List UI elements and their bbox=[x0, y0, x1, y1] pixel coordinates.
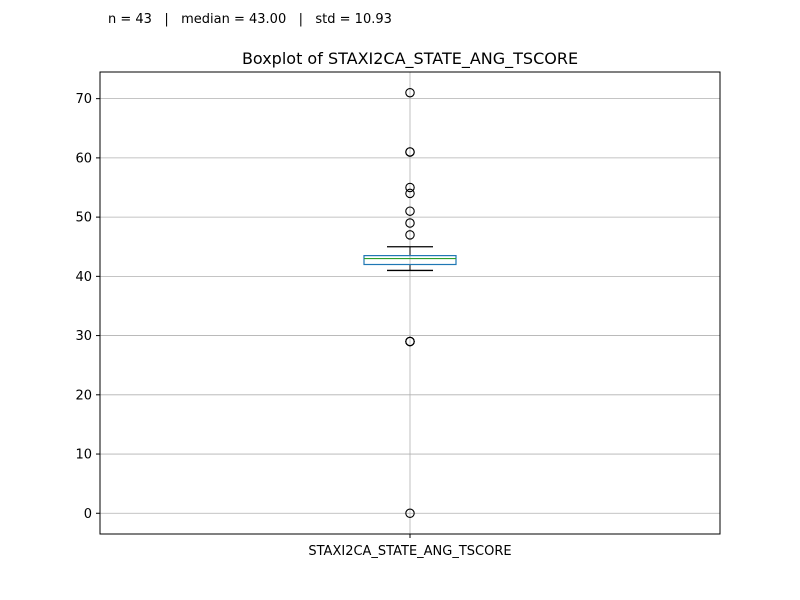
outlier-point bbox=[405, 147, 415, 157]
y-tick-label: 70 bbox=[75, 92, 92, 107]
chart-title: Boxplot of STAXI2CA_STATE_ANG_TSCORE bbox=[242, 49, 578, 69]
x-axis-ticks: STAXI2CA_STATE_ANG_TSCORE bbox=[308, 534, 512, 559]
x-tick-label: STAXI2CA_STATE_ANG_TSCORE bbox=[308, 544, 511, 559]
outlier-point bbox=[405, 508, 415, 519]
grid bbox=[100, 72, 720, 534]
y-tick-label: 10 bbox=[75, 448, 92, 463]
outlier-point bbox=[405, 218, 415, 228]
y-tick-label: 20 bbox=[75, 388, 92, 403]
y-tick-label: 60 bbox=[75, 151, 92, 166]
y-tick-label: 40 bbox=[75, 270, 92, 285]
y-tick-label: 0 bbox=[84, 507, 92, 522]
outlier-point bbox=[405, 87, 415, 98]
outlier-point bbox=[405, 230, 415, 240]
outlier-point bbox=[405, 336, 415, 347]
y-axis-ticks: 0 10 20 30 40 50 60 70 bbox=[75, 92, 100, 522]
y-tick-label: 30 bbox=[75, 329, 92, 344]
y-tick-label: 50 bbox=[75, 211, 92, 226]
boxplot bbox=[363, 87, 457, 519]
outlier-point bbox=[405, 206, 415, 216]
outlier-point bbox=[405, 182, 415, 193]
iqr-box bbox=[363, 255, 457, 266]
outlier-point bbox=[405, 188, 415, 199]
stats-summary: n = 43 | median = 43.00 | std = 10.93 bbox=[108, 12, 392, 27]
